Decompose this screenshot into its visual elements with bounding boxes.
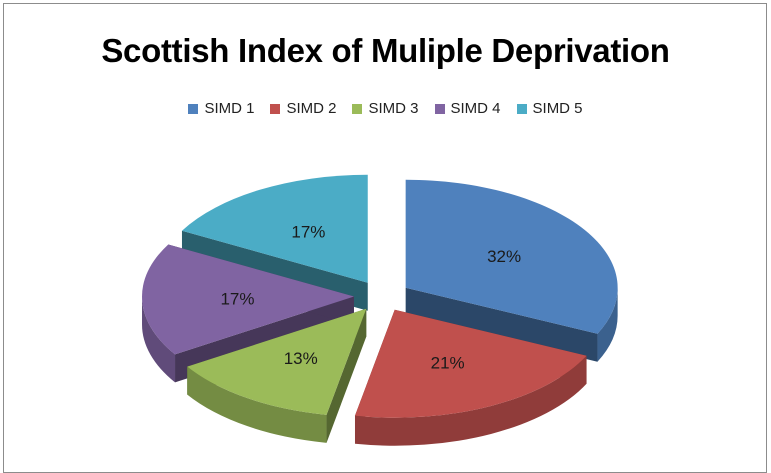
pie-slice-simd2 bbox=[354, 309, 587, 446]
slice-top bbox=[187, 308, 367, 415]
legend-label: SIMD 2 bbox=[286, 100, 337, 117]
data-label-simd2: 21% bbox=[431, 354, 465, 373]
data-label-simd1: 32% bbox=[487, 247, 521, 266]
legend-item-simd3: SIMD 3 bbox=[352, 100, 419, 117]
legend-swatch bbox=[270, 103, 281, 114]
chart-title: Scottish Index of Muliple Deprivation bbox=[101, 32, 670, 69]
legend-item-simd1: SIMD 1 bbox=[188, 100, 254, 117]
slice-top bbox=[354, 309, 587, 418]
slice-wall bbox=[405, 287, 598, 362]
legend-label: SIMD 4 bbox=[450, 100, 501, 117]
slice-wall bbox=[326, 308, 367, 443]
chart-legend: SIMD 1 SIMD 2 SIMD 3 SIMD 4 SIMD 5 bbox=[0, 100, 771, 117]
pie-slice-simd3 bbox=[187, 308, 367, 443]
data-label-simd3: 13% bbox=[284, 349, 318, 368]
legend-swatch bbox=[516, 103, 527, 114]
slice-rim bbox=[187, 366, 327, 443]
legend-item-simd5: SIMD 5 bbox=[516, 100, 583, 117]
slice-rim bbox=[142, 296, 176, 383]
pie-slice-simd1 bbox=[405, 179, 618, 362]
slice-top bbox=[142, 244, 355, 355]
data-label-simd5: 17% bbox=[291, 223, 325, 242]
slice-top bbox=[181, 174, 368, 283]
legend-swatch bbox=[188, 103, 199, 114]
legend-label: SIMD 3 bbox=[368, 100, 419, 117]
slice-rim bbox=[597, 287, 618, 362]
slice-top bbox=[405, 179, 618, 334]
legend-item-simd2: SIMD 2 bbox=[270, 100, 336, 117]
legend-swatch bbox=[434, 103, 445, 114]
data-label-simd4: 17% bbox=[220, 289, 254, 308]
legend-item-simd4: SIMD 4 bbox=[434, 100, 501, 117]
legend-label: SIMD 5 bbox=[532, 100, 583, 117]
slice-rim bbox=[354, 355, 587, 446]
legend-label: SIMD 1 bbox=[204, 100, 255, 117]
legend-swatch bbox=[352, 103, 363, 114]
